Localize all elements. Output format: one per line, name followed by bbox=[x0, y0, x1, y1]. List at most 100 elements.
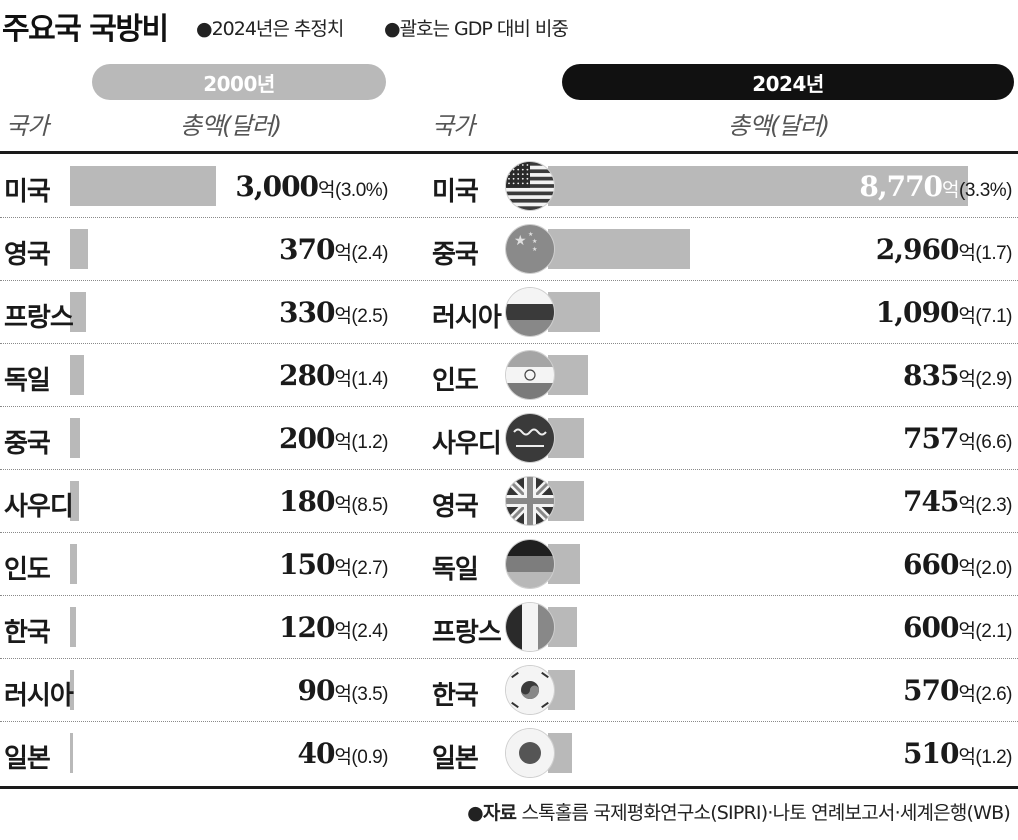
value-number: 330 bbox=[278, 296, 335, 329]
gdp-share: (2.0) bbox=[975, 558, 1012, 579]
gdp-share: (2.5) bbox=[351, 306, 388, 327]
value-unit: 억 bbox=[334, 432, 352, 453]
gdp-share: (1.4) bbox=[351, 369, 388, 390]
gdp-share: (2.1) bbox=[975, 621, 1012, 642]
gdp-share: (6.6) bbox=[975, 432, 1012, 453]
bar-2000 bbox=[70, 733, 73, 773]
country-label-2024: 인도 bbox=[432, 366, 479, 396]
country-label-2024: 중국 bbox=[432, 240, 479, 270]
table-row: 영국 370억(2.4) 중국 ★ ★ ★ ★ 2,960억(1.7) bbox=[0, 218, 1018, 281]
value-label-2000: 200억(1.2) bbox=[279, 422, 389, 455]
value-label-2000: 370억(2.4) bbox=[279, 233, 389, 266]
value-unit: 억 bbox=[334, 684, 352, 705]
svg-text:★: ★ bbox=[532, 238, 537, 245]
right-country-header: 국가 bbox=[432, 112, 475, 140]
value-label-2000: 40억(0.9) bbox=[297, 737, 388, 770]
value-number: 150 bbox=[278, 548, 335, 581]
gdp-share: (1.2) bbox=[351, 432, 388, 453]
bar-2000 bbox=[70, 670, 75, 710]
bar-2024 bbox=[548, 166, 968, 206]
row-separator bbox=[0, 658, 1018, 659]
gdp-share: (1.2) bbox=[975, 747, 1012, 768]
value-label-2000: 3,000억(3.0%) bbox=[235, 170, 388, 203]
value-label-2000: 280억(1.4) bbox=[278, 359, 389, 392]
value-label-2024: 835억(2.9) bbox=[903, 359, 1013, 392]
saudi-flag-icon bbox=[506, 414, 554, 462]
value-unit: 억 bbox=[958, 621, 976, 642]
gdp-share: (1.7) bbox=[975, 243, 1012, 264]
value-unit: 억 bbox=[334, 495, 352, 516]
country-label-2000: 한국 bbox=[4, 618, 51, 648]
country-label-2024: 독일 bbox=[432, 555, 479, 585]
value-number: 40 bbox=[297, 737, 335, 770]
gdp-share: (2.6) bbox=[975, 684, 1012, 705]
gdp-share: (2.7) bbox=[351, 558, 388, 579]
chart-title: 주요국 국방비 bbox=[2, 12, 169, 47]
row-separator bbox=[0, 532, 1018, 533]
country-label-2024: 영국 bbox=[432, 492, 479, 522]
note-estimate: ●2024년은 추정치 bbox=[196, 18, 344, 40]
svg-text:★: ★ bbox=[528, 231, 533, 238]
value-unit: 억 bbox=[334, 621, 352, 642]
value-number: 2,960 bbox=[875, 233, 960, 266]
value-unit: 억 bbox=[942, 180, 960, 201]
value-unit: 억 bbox=[958, 558, 976, 579]
country-label-2000: 독일 bbox=[4, 366, 51, 396]
value-label-2000: 150억(2.7) bbox=[278, 548, 389, 581]
bar-2000 bbox=[70, 229, 88, 269]
value-unit: 억 bbox=[958, 369, 976, 390]
value-number: 570 bbox=[902, 674, 959, 707]
value-number: 90 bbox=[297, 674, 335, 707]
value-number: 280 bbox=[278, 359, 335, 392]
value-unit: 억 bbox=[958, 747, 976, 768]
country-label-2024: 러시아 bbox=[432, 303, 502, 333]
country-label-2000: 중국 bbox=[4, 429, 51, 459]
value-unit: 억 bbox=[334, 243, 352, 264]
table-row: 중국 200억(1.2) 사우디 757억(6.6) bbox=[0, 407, 1018, 470]
country-label-2000: 미국 bbox=[4, 177, 51, 207]
value-label-2024: 570억(2.6) bbox=[902, 674, 1013, 707]
bar-2000 bbox=[70, 607, 76, 647]
top-rule bbox=[0, 151, 1018, 154]
value-number: 8,770 bbox=[859, 170, 943, 203]
table-row: 인도 150억(2.7) 독일 660억(2.0) bbox=[0, 533, 1018, 596]
value-number: 3,000 bbox=[235, 170, 319, 203]
gdp-share: (7.1) bbox=[975, 306, 1012, 327]
gdp-share: (2.4) bbox=[351, 243, 388, 264]
value-label-2024: 757억(6.6) bbox=[902, 422, 1013, 455]
bar-2024 bbox=[548, 418, 585, 458]
row-separator bbox=[0, 721, 1018, 722]
bar-2024 bbox=[548, 292, 601, 332]
gdp-share: (2.3) bbox=[975, 495, 1012, 516]
table-row: 러시아 90억(3.5) 한국 570억(2.6) bbox=[0, 659, 1018, 722]
right-amount-header: 총액(달러) bbox=[728, 112, 830, 140]
value-label-2024: 2,960억(1.7) bbox=[875, 233, 1013, 266]
value-unit: 억 bbox=[958, 432, 976, 453]
note-gdp-share: ●괄호는 GDP 대비 비중 bbox=[384, 18, 569, 40]
value-number: 757 bbox=[902, 422, 959, 455]
bar-2000 bbox=[70, 544, 78, 584]
gdp-share: (2.4) bbox=[351, 621, 388, 642]
value-unit: 억 bbox=[318, 180, 336, 201]
bar-2024 bbox=[548, 355, 588, 395]
row-separator bbox=[0, 595, 1018, 596]
row-separator bbox=[0, 217, 1018, 218]
bar-2000 bbox=[70, 418, 80, 458]
left-country-header: 국가 bbox=[6, 112, 49, 140]
value-label-2000: 120억(2.4) bbox=[279, 611, 389, 644]
table-row: 일본 40억(0.9) 일본 510억(1.2) bbox=[0, 722, 1018, 785]
value-unit: 억 bbox=[334, 369, 352, 390]
value-unit: 억 bbox=[958, 243, 976, 264]
gdp-share: (3.0%) bbox=[335, 180, 388, 201]
row-separator bbox=[0, 280, 1018, 281]
value-number: 1,090 bbox=[875, 296, 960, 329]
table-row: 사우디 180억(8.5) 영국 745억(2.3) bbox=[0, 470, 1018, 533]
country-label-2024: 미국 bbox=[432, 177, 479, 207]
bar-2024 bbox=[548, 229, 690, 269]
gdp-share: (8.5) bbox=[351, 495, 388, 516]
table-row: 한국 120억(2.4) 프랑스 600억(2.1) bbox=[0, 596, 1018, 659]
russia-flag-icon bbox=[506, 288, 554, 336]
value-label-2000: 330억(2.5) bbox=[278, 296, 389, 329]
row-separator bbox=[0, 469, 1018, 470]
value-unit: 억 bbox=[958, 495, 976, 516]
